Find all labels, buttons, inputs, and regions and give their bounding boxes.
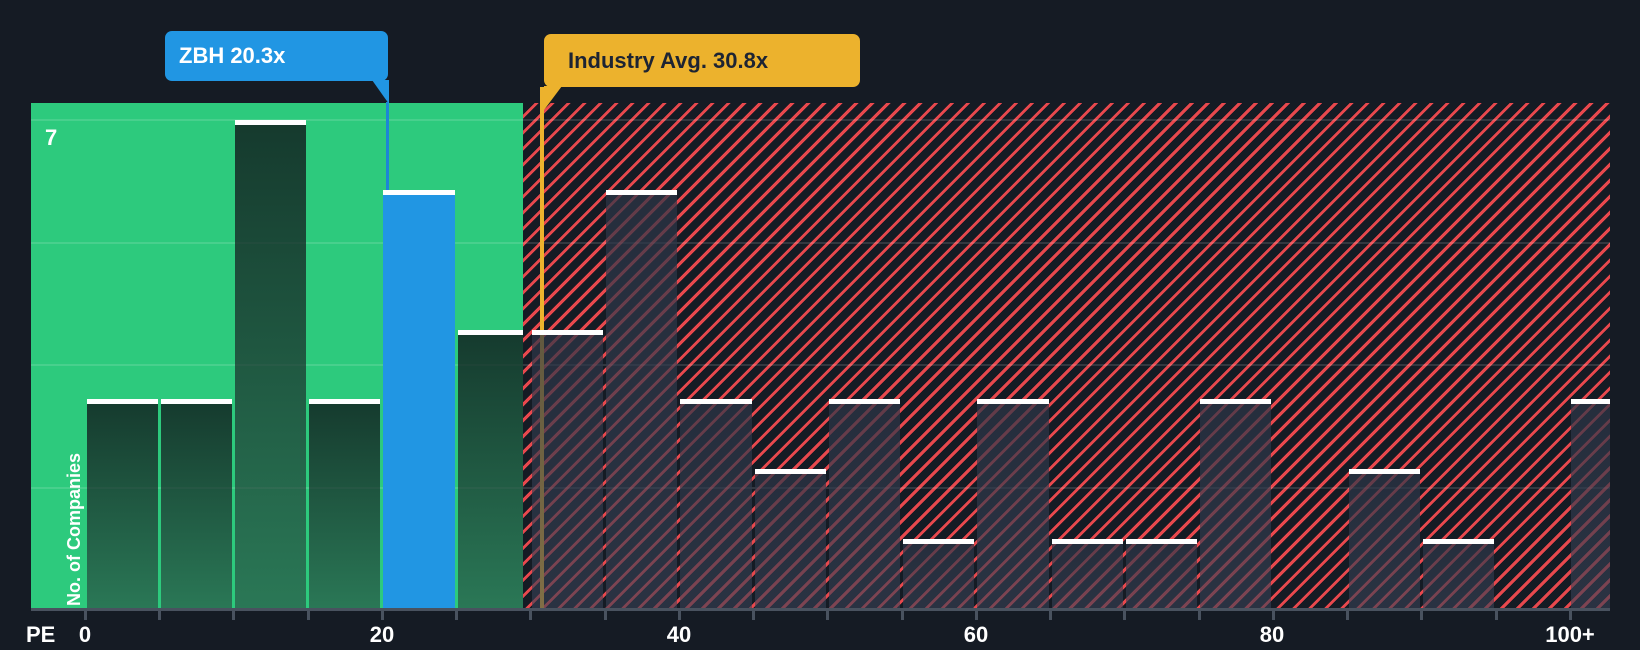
industry-tooltip-label: Industry Avg. 30.8x xyxy=(568,47,769,73)
y-axis-title: No. of Companies xyxy=(64,452,84,606)
x-axis-tick xyxy=(1346,611,1350,620)
x-axis-tick xyxy=(232,611,236,620)
x-axis-tick xyxy=(603,611,607,620)
histogram-bar[interactable] xyxy=(1125,539,1198,609)
bar-body xyxy=(383,189,455,609)
x-axis-line xyxy=(31,608,1610,611)
x-axis-tick xyxy=(306,611,310,620)
histogram-bar[interactable] xyxy=(754,469,826,609)
bar-body xyxy=(606,189,678,609)
x-axis-tick xyxy=(974,611,978,620)
bar-top-cap xyxy=(309,399,381,405)
bar-top-cap xyxy=(1051,539,1123,545)
bar-top-cap xyxy=(160,399,232,405)
x-axis-tick xyxy=(380,611,384,620)
bar-top-cap xyxy=(1422,539,1495,545)
bar-top-cap xyxy=(1348,469,1420,475)
gridline xyxy=(31,242,1610,244)
x-axis-tick xyxy=(677,611,681,620)
histogram-bar[interactable] xyxy=(457,329,523,609)
bar-body xyxy=(309,399,381,609)
industry-average-tooltip: Industry Avg. 30.8x xyxy=(544,34,860,87)
histogram-bar[interactable] xyxy=(531,329,604,609)
x-axis-tick xyxy=(1568,611,1572,620)
histogram-bar[interactable] xyxy=(1051,539,1123,609)
x-axis-tick xyxy=(529,611,533,620)
x-axis-tick xyxy=(455,611,459,620)
x-axis-label: 20 xyxy=(369,622,395,647)
histogram-bar[interactable] xyxy=(1200,399,1272,609)
x-axis-tick xyxy=(1123,611,1127,620)
bar-body xyxy=(1348,469,1420,609)
bar-top-cap xyxy=(1571,399,1610,405)
bar-top-cap xyxy=(977,399,1049,405)
bar-body xyxy=(1125,539,1198,609)
bar-top-cap xyxy=(457,329,523,335)
bar-body xyxy=(1422,539,1495,609)
bar-top-cap xyxy=(903,539,975,545)
bar-top-cap xyxy=(383,189,455,195)
x-axis-tick xyxy=(1494,611,1498,620)
y-axis-max-label: 7 xyxy=(45,125,58,150)
bar-top-cap xyxy=(234,120,307,125)
x-axis-tick xyxy=(826,611,830,620)
histogram-bar[interactable] xyxy=(1348,469,1420,609)
company-tooltip-label: ZBH 20.3x xyxy=(179,43,286,68)
x-axis-tick xyxy=(900,611,904,620)
bar-body xyxy=(1200,399,1272,609)
company-tooltip: ZBH 20.3x xyxy=(165,31,388,81)
bar-top-cap xyxy=(86,399,158,405)
x-axis-label: 100+ xyxy=(1545,622,1595,647)
x-axis-tick xyxy=(1197,611,1201,620)
bar-top-cap xyxy=(1125,539,1198,545)
x-axis-tick xyxy=(1271,611,1275,620)
bar-top-cap xyxy=(1200,399,1272,405)
histogram-bar[interactable] xyxy=(903,539,975,609)
histogram-bar[interactable] xyxy=(680,399,752,609)
bar-body xyxy=(903,539,975,609)
x-axis-label: 80 xyxy=(1259,622,1285,647)
histogram-bar[interactable] xyxy=(1422,539,1495,609)
histogram-bar[interactable] xyxy=(86,399,158,609)
bar-body xyxy=(1571,399,1610,609)
x-axis-tick xyxy=(1049,611,1053,620)
bar-body xyxy=(828,399,901,609)
bar-top-cap xyxy=(680,399,752,405)
bar-body xyxy=(754,469,826,609)
bar-body xyxy=(86,399,158,609)
company-bar-zbh[interactable] xyxy=(383,189,455,609)
histogram-bar[interactable] xyxy=(234,120,307,609)
company-marker-line xyxy=(386,102,389,190)
x-axis-tick xyxy=(752,611,756,620)
histogram-bar[interactable] xyxy=(309,399,381,609)
x-axis-label: 60 xyxy=(963,622,989,647)
bar-body xyxy=(457,329,523,609)
histogram-bar[interactable] xyxy=(977,399,1049,609)
histogram-bar[interactable] xyxy=(1571,399,1610,609)
bar-top-cap xyxy=(754,469,826,475)
bar-body xyxy=(680,399,752,609)
x-axis-label: 40 xyxy=(666,622,692,647)
x-axis-tick xyxy=(84,611,87,620)
histogram-bar[interactable] xyxy=(828,399,901,609)
bar-top-cap xyxy=(606,189,678,195)
histogram-bar[interactable] xyxy=(606,189,678,609)
x-axis-tick xyxy=(1420,611,1424,620)
bar-top-cap xyxy=(828,399,901,405)
bar-body xyxy=(160,399,232,609)
bar-body xyxy=(531,329,604,609)
bar-top-cap xyxy=(531,329,604,335)
histogram-bar[interactable] xyxy=(160,399,232,609)
x-axis-tick xyxy=(158,611,162,620)
bar-body xyxy=(977,399,1049,609)
x-axis-title: PE xyxy=(26,622,56,647)
bar-body xyxy=(1051,539,1123,609)
gridline xyxy=(31,364,1610,366)
bar-body xyxy=(234,120,307,609)
x-axis-label: 0 xyxy=(78,622,92,647)
gridline xyxy=(31,119,1610,121)
